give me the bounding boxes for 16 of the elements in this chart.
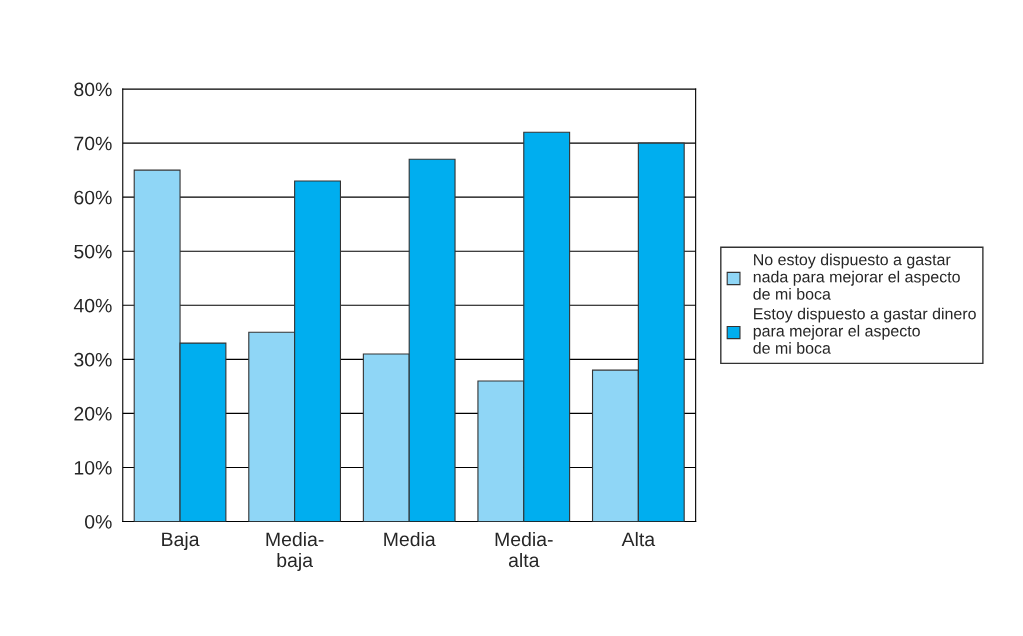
x-tick-label: Media- alta	[495, 531, 553, 568]
y-tick-label: 30%	[74, 352, 112, 367]
y-tick-label: 40%	[73, 298, 112, 313]
y-tick-label: 10%	[74, 460, 112, 475]
x-tick-label: Baja	[162, 531, 200, 551]
x-tick-label: Alta	[621, 531, 656, 547]
legend-label: No estoy dispuesto a gastar nada para mejorar el aspecto de mi boca	[753, 253, 960, 300]
x-tick-label: Media- baja	[266, 531, 324, 572]
y-tick-label: 0%	[85, 514, 112, 529]
x-tick-label: Media	[384, 531, 436, 547]
y-tick-label: 70%	[74, 136, 112, 151]
y-tick-label: 80%	[74, 82, 112, 97]
y-tick-label: 60%	[74, 190, 112, 205]
legend-label: Estoy dispuesto a gastar dinero para mejorar el aspecto de mi boca	[753, 307, 976, 354]
y-tick-label: 20%	[74, 406, 112, 421]
y-tick-label: 50%	[74, 244, 112, 259]
